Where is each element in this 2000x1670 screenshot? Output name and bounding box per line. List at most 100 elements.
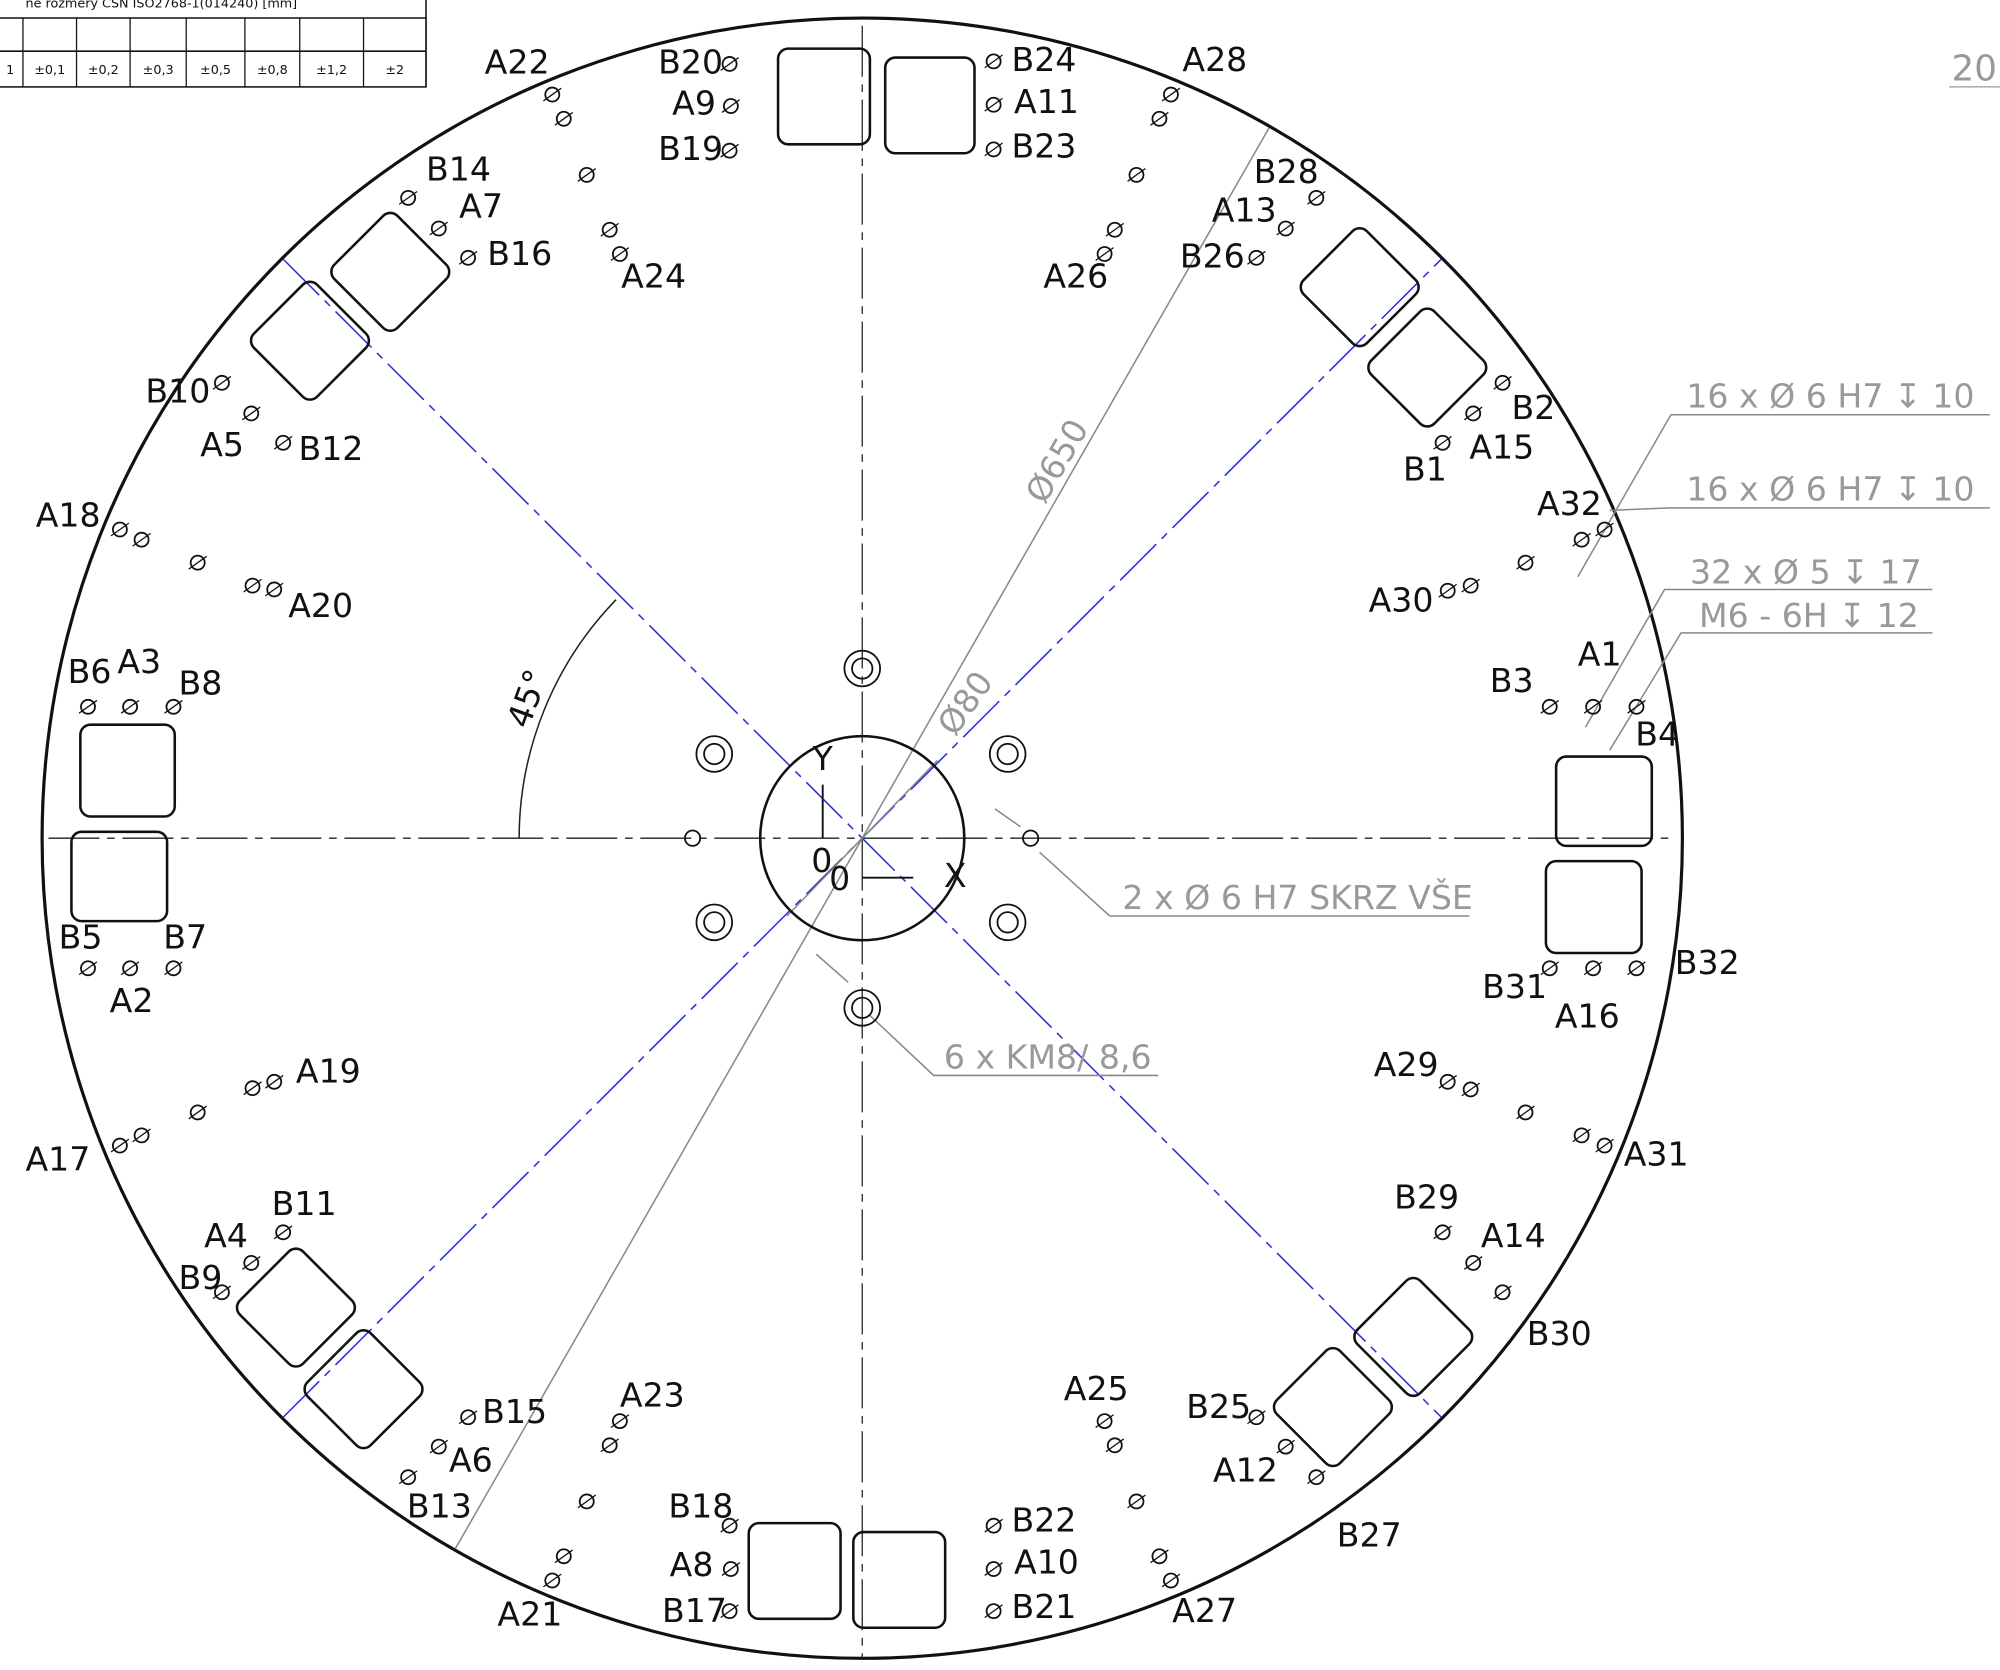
hole-label: B24 [1011,40,1076,79]
hole-label: B2 [1511,388,1555,427]
pad [1556,757,1652,846]
hole-label: A21 [497,1595,562,1634]
callout: 32 x Ø 5 ↧ 17 [1690,553,1922,592]
pad [1364,304,1490,430]
pad [1297,224,1423,350]
hole-label: B17 [662,1591,727,1630]
table-cell: ±2 [385,63,404,78]
pad [749,1523,841,1619]
hole-label: A11 [1014,82,1079,121]
table-cell: ±0,2 [88,63,119,78]
callout: 16 x Ø 6 H7 ↧ 10 [1686,377,1974,416]
table-cell: 1 [6,63,14,78]
callout: 2 x Ø 6 H7 SKRZ VŠE [1122,877,1472,917]
drawing: ne rozmery CSN ISO2768-1(014240) [mm] 20… [0,0,2000,1670]
hole-label: B3 [1490,661,1534,700]
counterbore [990,905,1026,941]
hole-label: A16 [1555,997,1620,1036]
callout: 16 x Ø 6 H7 ↧ 10 [1686,470,1974,509]
hole-label: A28 [1182,40,1247,79]
counterbore [696,905,732,941]
hole-label: B27 [1337,1516,1402,1555]
pad [300,1326,426,1452]
hole-label: B15 [482,1392,547,1431]
hole-label: A2 [110,981,154,1020]
pad [853,1532,945,1628]
angle-label: 45° [499,664,556,733]
hole-label: B5 [59,917,103,956]
labels: A22B20A9B19B24A11B23A28B14A7B16A24A26B28… [26,40,1740,1634]
hole-label: B19 [658,129,723,168]
hole-label: A12 [1213,1451,1278,1490]
hole-label: A4 [204,1216,248,1255]
table-cell: ±0,1 [34,63,65,78]
table-cell: ±0,3 [143,63,174,78]
hole-label: A17 [26,1139,91,1178]
pad [80,725,174,817]
axis-y: Y [812,739,834,778]
hole-label: A24 [621,257,686,296]
hole-label: A19 [296,1051,361,1090]
hole-label: B26 [1180,236,1245,275]
pad [1546,861,1642,953]
counterbore-inner [704,744,724,764]
hole-label: A1 [1578,634,1622,673]
hole-label: B22 [1011,1500,1076,1539]
hole-label: B30 [1527,1314,1592,1353]
hole-label: B13 [407,1486,472,1525]
hole-label: A22 [485,42,550,81]
hole-label: A14 [1481,1216,1546,1255]
hole-label: B8 [179,664,223,703]
callout: 6 x KM8/ 8,6 [944,1037,1152,1076]
hole-label: A13 [1212,190,1277,229]
diameter-outer: Ø650 [1018,412,1096,509]
counterbore-inner [997,744,1017,764]
hole-label: A25 [1064,1369,1129,1408]
hole-label: A10 [1014,1542,1079,1581]
center-lines [48,26,1673,1659]
hole-label: A32 [1537,484,1602,523]
callout: M6 - 6H ↧ 12 [1699,596,1919,635]
hole-label: B23 [1011,127,1076,166]
hole-label: B18 [668,1486,733,1525]
table-cell: ±0,5 [200,63,231,78]
hole-label: B1 [1403,449,1447,488]
hole-label: B12 [298,429,363,468]
hole-label: B6 [68,652,112,691]
hole-label: A8 [670,1545,714,1584]
hole-label: B9 [179,1258,223,1297]
hole-label: A27 [1172,1591,1237,1630]
hole-label: A6 [449,1440,493,1479]
hole-label: A20 [288,586,353,625]
hole-label: A5 [200,425,244,464]
table-cell: ±0,8 [257,63,288,78]
hole-label: A18 [36,495,101,534]
pad [327,209,453,335]
axis-x: X [944,856,967,895]
origin-label: 0 [829,859,850,898]
counterbore [990,736,1026,772]
hole-label: B29 [1394,1178,1459,1217]
hole-label: A7 [459,187,503,226]
hole-label: A26 [1043,257,1108,296]
hole-label: A23 [620,1375,685,1414]
hole-label: B7 [163,917,207,956]
hole-label: A29 [1374,1045,1439,1084]
page-number: 20 [1952,48,1997,89]
pad [778,49,870,145]
diameter-inner: Ø80 [930,664,1001,742]
hole-label: B28 [1254,152,1319,191]
page: {"tolerance_table":{"title":"ne rozmery … [0,0,2000,1670]
hole-label: A31 [1624,1134,1689,1173]
counterbore [696,736,732,772]
hole-label: A30 [1369,581,1434,620]
hole-label: B20 [658,42,723,81]
pad [71,832,167,921]
counterbore-inner [704,912,724,932]
table-title: ne rozmery CSN ISO2768-1(014240) [mm] [26,0,298,12]
hole-label: B10 [145,372,210,411]
hole-label: A3 [117,642,161,681]
hole-label: B11 [272,1184,337,1223]
hole-label: B31 [1482,967,1547,1006]
hole-label: A15 [1469,428,1534,467]
